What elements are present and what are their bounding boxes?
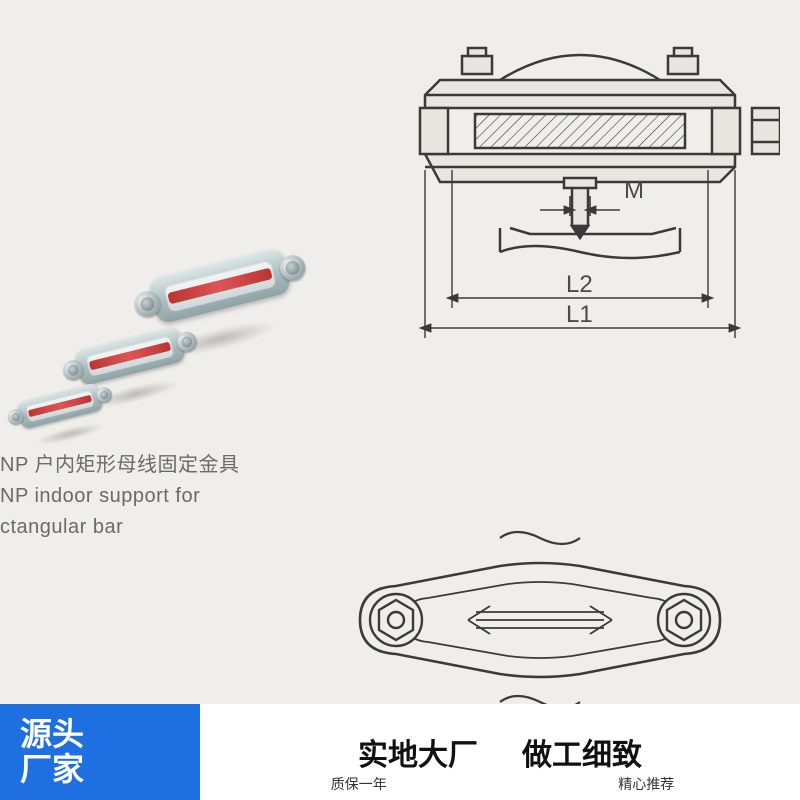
dim-label-m: M (624, 177, 644, 204)
banner-sub-2: 精心推荐 (618, 774, 674, 794)
banner-slogan-1: 实地大厂 (358, 730, 478, 774)
caption-line-en1: NP indoor support for (0, 481, 280, 512)
cross-section-diagram: M L2 L1 (380, 20, 780, 350)
banner-left-line1: 源头 (20, 717, 200, 752)
top-view-svg (300, 520, 780, 720)
dim-label-l1: L1 (566, 301, 593, 328)
banner-left-line2: 厂家 (20, 752, 200, 787)
product-caption: NP 户内矩形母线固定金具 NP indoor support for ctan… (0, 450, 280, 543)
banner-slogan-2: 做工细致 (522, 730, 642, 774)
banner-left-badge: 源头 厂家 (0, 704, 200, 800)
cross-section-svg: M L2 L1 (380, 20, 780, 350)
banner-sub-1: 质保一年 (331, 774, 387, 794)
caption-line-cn: NP 户内矩形母线固定金具 (0, 450, 280, 481)
dim-label-l2: L2 (566, 271, 593, 298)
page-root: M L2 L1 (0, 0, 800, 800)
caption-line-en2: ctangular bar (0, 512, 280, 543)
clamp-small (6, 370, 113, 443)
footer-banner: 源头 厂家 实地大厂 做工细致 质保一年 精心推荐 (0, 704, 800, 800)
banner-subs: 质保一年 精心推荐 (215, 774, 790, 794)
product-photo (0, 210, 330, 460)
top-view-diagram (300, 520, 780, 720)
